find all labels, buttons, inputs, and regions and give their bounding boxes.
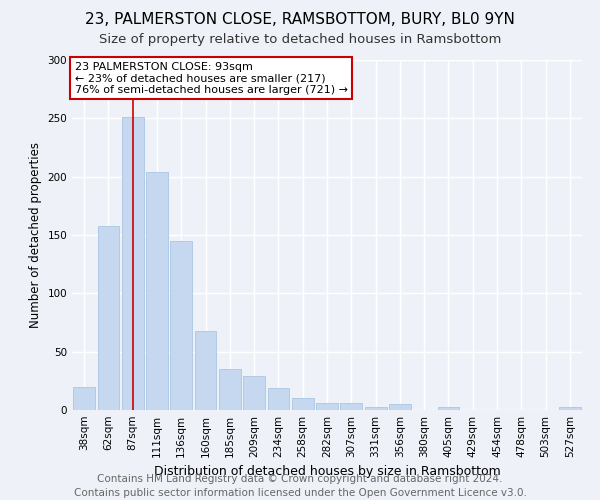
Bar	[559, 406, 581, 410]
Bar	[316, 403, 338, 410]
Text: 23 PALMERSTON CLOSE: 93sqm
← 23% of detached houses are smaller (217)
76% of sem: 23 PALMERSTON CLOSE: 93sqm ← 23% of deta…	[74, 62, 347, 95]
Bar	[170, 241, 192, 410]
Bar	[194, 330, 217, 410]
Text: Size of property relative to detached houses in Ramsbottom: Size of property relative to detached ho…	[99, 32, 501, 46]
X-axis label: Distribution of detached houses by size in Ramsbottom: Distribution of detached houses by size …	[154, 466, 500, 478]
Bar	[219, 369, 241, 410]
Bar	[146, 172, 168, 410]
Bar	[389, 404, 411, 410]
Y-axis label: Number of detached properties: Number of detached properties	[29, 142, 42, 328]
Bar	[268, 388, 289, 410]
Bar	[97, 226, 119, 410]
Text: Contains HM Land Registry data © Crown copyright and database right 2024.
Contai: Contains HM Land Registry data © Crown c…	[74, 474, 526, 498]
Bar	[73, 386, 95, 410]
Bar	[243, 376, 265, 410]
Bar	[437, 406, 460, 410]
Text: 23, PALMERSTON CLOSE, RAMSBOTTOM, BURY, BL0 9YN: 23, PALMERSTON CLOSE, RAMSBOTTOM, BURY, …	[85, 12, 515, 28]
Bar	[292, 398, 314, 410]
Bar	[122, 117, 143, 410]
Bar	[340, 403, 362, 410]
Bar	[365, 406, 386, 410]
